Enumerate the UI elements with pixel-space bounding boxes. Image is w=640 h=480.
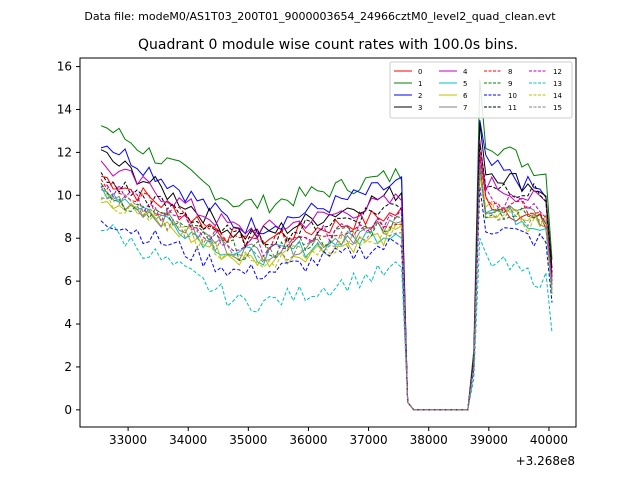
x-tick-label: 33000 <box>109 433 147 447</box>
x-axis: 33000 34000 35000 36000 37000 38000 39000 40000 <box>109 427 568 447</box>
legend-label-12: 12 <box>553 68 562 76</box>
legend-label-15: 15 <box>553 104 562 112</box>
y-tick-label: 14 <box>57 102 72 116</box>
x-tick-label: 39000 <box>470 433 508 447</box>
y-tick-label: 8 <box>64 231 72 245</box>
series-line-13 <box>100 224 553 411</box>
x-tick-label: 37000 <box>349 433 387 447</box>
y-tick-label: 6 <box>64 274 72 288</box>
legend-label-13: 13 <box>553 80 562 88</box>
legend-box <box>389 61 573 119</box>
legend-label-11: 11 <box>508 104 517 112</box>
plot-frame <box>79 57 577 428</box>
legend-label-0: 0 <box>418 68 422 76</box>
series-line-0 <box>100 152 553 411</box>
series-line-1 <box>100 79 553 411</box>
file-suptitle: Data file: modeM0/AS1T03_200T01_90000036… <box>84 10 556 23</box>
y-tick-label: 16 <box>57 60 72 74</box>
legend-label-10: 10 <box>508 92 517 100</box>
legend-label-5: 5 <box>463 80 467 88</box>
legend-label-7: 7 <box>463 104 467 112</box>
x-tick-label: 36000 <box>289 433 327 447</box>
legend-label-9: 9 <box>508 80 512 88</box>
series-line-11 <box>100 143 553 411</box>
legend-label-6: 6 <box>463 92 468 100</box>
series-line-6 <box>100 173 553 411</box>
x-offset-label: +3.268e8 <box>516 454 575 468</box>
legend-label-4: 4 <box>463 68 468 76</box>
x-tick-label: 34000 <box>169 433 207 447</box>
y-tick-label: 0 <box>64 403 72 417</box>
y-axis: 0 2 4 6 8 10 12 14 16 <box>57 60 80 417</box>
y-tick-label: 12 <box>57 145 72 159</box>
series-line-10 <box>100 186 553 411</box>
y-tick-label: 2 <box>64 360 72 374</box>
series-line-3 <box>100 122 553 411</box>
x-tick-label: 35000 <box>229 433 267 447</box>
legend-label-3: 3 <box>418 104 422 112</box>
y-tick-label: 4 <box>64 317 72 331</box>
plot-area <box>79 57 577 428</box>
y-tick-label: 10 <box>57 188 72 202</box>
legend-label-8: 8 <box>508 68 512 76</box>
series-line-15 <box>100 165 553 411</box>
chart-title: Quadrant 0 module wise count rates with … <box>138 37 518 53</box>
x-tick-label: 38000 <box>410 433 448 447</box>
legend-label-1: 1 <box>418 80 422 88</box>
x-tick-label: 40000 <box>530 433 568 447</box>
legend-label-2: 2 <box>418 92 422 100</box>
legend-label-14: 14 <box>553 92 562 100</box>
